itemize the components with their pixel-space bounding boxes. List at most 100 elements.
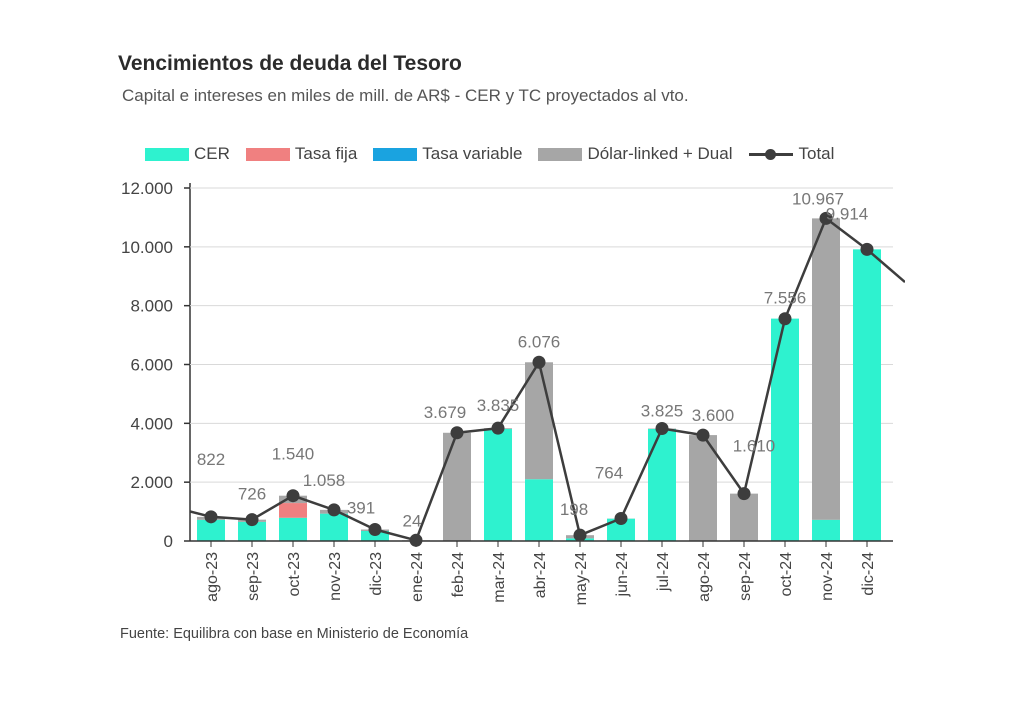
bar-cer-abr-24 (525, 479, 553, 541)
x-axis: ago-23 sep-23 oct-23 nov-23 dic-23 ene-24 feb-… (190, 540, 893, 605)
total-label-jun-24: 764 (595, 464, 623, 483)
total-label-nov-24: 10.967 (792, 189, 844, 208)
bar-cer-mar-24 (484, 428, 512, 541)
total-point-sep-24 (737, 487, 751, 501)
total-label-oct-23: 1.540 (272, 445, 315, 464)
legend-item-dolar-linked: Dólar-linked + Dual (538, 144, 733, 164)
total-label-dic-23: 391 (347, 498, 375, 517)
legend-label-dolar-linked: Dólar-linked + Dual (587, 144, 733, 163)
total-point-ago-23 (204, 510, 218, 524)
bar-cer-jul-24 (648, 428, 676, 541)
total-point-dic-24 (860, 242, 874, 256)
total-label-sep-23: 726 (238, 485, 266, 504)
bar-cer-oct-23 (279, 517, 307, 541)
bar-d-lar-linked-dual-nov-24 (812, 218, 840, 520)
y-tick-label: 6.000 (130, 356, 173, 375)
x-tick-label: ago-23 (204, 552, 221, 602)
x-tick-label: may-24 (573, 552, 590, 605)
total-point-oct-23 (286, 489, 300, 503)
x-tick-label: jun-24 (614, 552, 631, 598)
bar-cer-ago-23 (197, 519, 225, 541)
total-point-jul-24 (655, 421, 669, 435)
x-tick-label: ene-24 (409, 552, 426, 602)
total-label-nov-23: 1.058 (303, 471, 346, 490)
legend-item-tasa-fija: Tasa fija (245, 144, 358, 164)
total-label-may-24: 198 (560, 500, 588, 519)
legend-label-tasa-variable: Tasa variable (422, 144, 523, 163)
x-tick-label: nov-23 (327, 552, 344, 601)
x-tick-label: oct-24 (778, 552, 795, 597)
total-label-ene-24: 24 (403, 511, 422, 530)
x-tick-label: feb-24 (450, 552, 467, 597)
bar-cer-nov-23 (320, 513, 348, 541)
bar-d-lar-linked-dual-feb-24 (443, 432, 471, 541)
total-label-sep-24: 1.610 (733, 437, 776, 456)
legend-item-total: Total (748, 144, 835, 164)
bars (197, 218, 881, 541)
legend-item-tasa-variable: Tasa variable (373, 144, 522, 164)
total-point-mar-24 (491, 421, 505, 435)
total-label-oct-24: 7.556 (764, 289, 807, 308)
total-label-feb-24: 3.679 (424, 403, 467, 422)
total-point-abr-24 (532, 355, 546, 369)
x-tick-label: jul-24 (655, 552, 672, 592)
x-tick-label: sep-23 (245, 552, 262, 601)
total-point-feb-24 (450, 426, 464, 440)
total-label-mar-24: 3.835 (477, 396, 520, 415)
bar-cer-dic-24 (853, 249, 881, 541)
legend-label-cer: CER (194, 144, 230, 163)
x-tick-label: mar-24 (491, 552, 508, 603)
legend-label-tasa-fija: Tasa fija (294, 144, 358, 163)
x-tick-label: ago-24 (696, 552, 713, 602)
legend-swatch-cer (145, 147, 189, 161)
legend-item-cer: CER (145, 144, 230, 164)
legend: CER Tasa fija Tasa variable Dólar-linked… (145, 144, 850, 164)
total-point-ago-24 (696, 428, 710, 442)
y-tick-label: 8.000 (130, 297, 173, 316)
total-point-oct-24 (778, 312, 792, 326)
total-line (190, 211, 905, 547)
x-tick-label: abr-24 (532, 552, 549, 598)
x-tick-label: oct-23 (286, 552, 303, 597)
legend-swatch-total (748, 147, 793, 161)
total-point-jun-24 (614, 512, 628, 526)
total-point-may-24 (573, 528, 587, 542)
bar-d-lar-linked-dual-ago-24 (689, 435, 717, 541)
y-tick-label: 10.000 (121, 238, 173, 257)
total-point-nov-23 (327, 503, 341, 517)
bar-cer-nov-24 (812, 519, 840, 541)
y-tick-label: 12.000 (121, 179, 173, 198)
y-tick-label: 4.000 (130, 414, 173, 433)
chart-subtitle: Capital e intereses en miles de mill. de… (122, 86, 689, 105)
legend-label-total: Total (798, 144, 835, 163)
y-tick-label: 0 (164, 532, 173, 551)
total-label-ago-23: 822 (197, 450, 225, 469)
bar-cer-oct-24 (771, 318, 799, 541)
bar-cer-jun-24 (607, 518, 635, 541)
total-point-dic-23 (368, 522, 382, 536)
total-label-abr-24: 6.076 (518, 332, 561, 351)
bar-cer-dic-23 (361, 530, 389, 541)
legend-swatch-tasa-fija (245, 147, 290, 161)
total-label-jul-24: 3.825 (641, 401, 684, 420)
source-note: Fuente: Equilibra con base en Ministerio… (120, 626, 469, 642)
bar-tasa-fija-oct-23 (279, 503, 307, 518)
total-label-ago-24: 3.600 (692, 406, 735, 425)
total-point-ene-24 (409, 533, 423, 547)
legend-swatch-dolar-linked (538, 147, 583, 161)
bar-cer-sep-23 (238, 521, 266, 541)
total-point-nov-24 (819, 211, 833, 225)
bar-d-lar-linked-dual-abr-24 (525, 362, 553, 480)
x-tick-label: nov-24 (819, 552, 836, 601)
total-label-dic-24: 9.914 (826, 204, 869, 223)
x-tick-label: dic-23 (368, 552, 385, 596)
y-tick-label: 2.000 (130, 473, 173, 492)
x-tick-label: dic-24 (860, 552, 877, 596)
bar-d-lar-linked-dual-sep-24 (730, 493, 758, 541)
chart-title: Vencimientos de deuda del Tesoro (118, 52, 462, 75)
total-point-sep-23 (245, 513, 259, 527)
legend-swatch-tasa-variable (373, 147, 418, 161)
x-tick-label: sep-24 (737, 552, 754, 601)
